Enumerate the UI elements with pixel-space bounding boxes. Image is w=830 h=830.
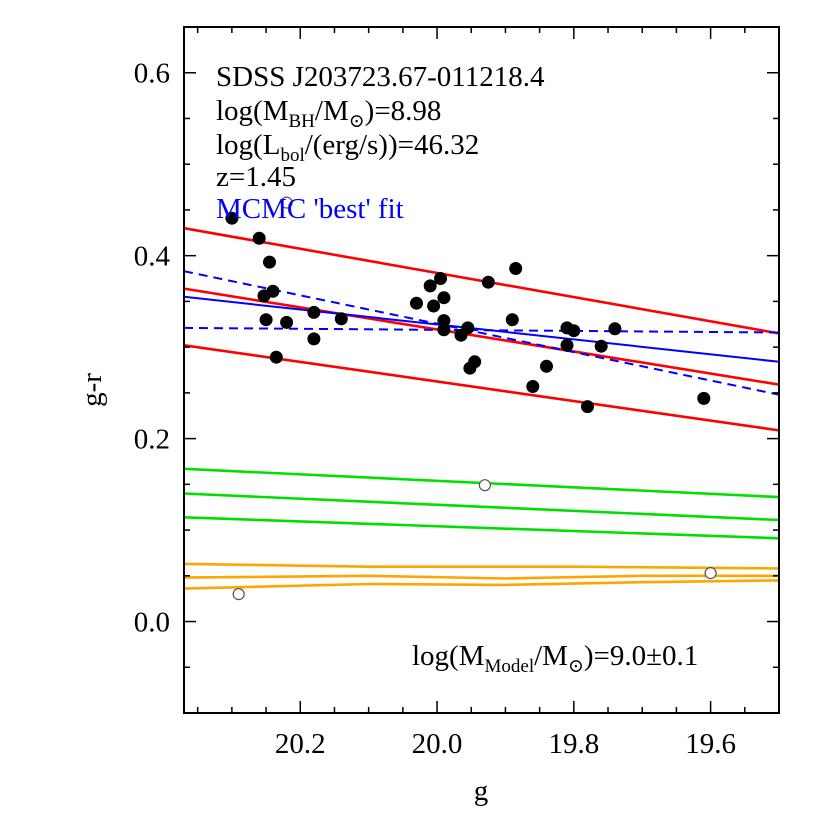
open-point-0 xyxy=(280,196,293,209)
data-point-22 xyxy=(481,275,495,289)
x-tick-label: 20.0 xyxy=(412,728,463,760)
fit-line-blue-dashed-lower xyxy=(184,326,779,334)
redshift-annotation: z=1.45 xyxy=(216,161,296,193)
data-point-10 xyxy=(334,312,348,326)
data-point-33 xyxy=(697,391,711,405)
data-point-26 xyxy=(540,359,553,373)
y-tick-label: 0.2 xyxy=(134,424,170,456)
data-point-5 xyxy=(259,313,273,327)
y-axis-title: g-r xyxy=(76,373,108,407)
data-point-8 xyxy=(307,305,321,319)
fit-line-red-middle xyxy=(184,287,779,386)
fit-line-orange-middle xyxy=(184,574,779,580)
data-point-29 xyxy=(567,324,581,338)
data-point-11 xyxy=(410,296,423,310)
data-point-6 xyxy=(269,350,283,364)
data-point-25 xyxy=(526,380,540,393)
model-mass-annotation: log(MModel/M⊙)=9.0±0.1 xyxy=(412,640,698,677)
y-tick-label: 0.6 xyxy=(134,58,170,90)
x-tick-label: 19.6 xyxy=(685,728,736,760)
open-point-1 xyxy=(478,479,491,492)
y-tick-label: 0.0 xyxy=(134,607,170,639)
x-axis-title: g xyxy=(474,775,489,807)
x-tick-label: 19.8 xyxy=(548,728,599,760)
data-point-14 xyxy=(434,272,447,285)
data-point-28 xyxy=(560,338,574,352)
object-name: SDSS J203723.67-011218.4 xyxy=(216,61,545,93)
y-tick-label: 0.4 xyxy=(134,241,171,273)
data-point-24 xyxy=(505,313,519,327)
data-point-7 xyxy=(280,315,294,329)
plot-frame xyxy=(183,26,780,714)
fit-line-green-lower xyxy=(184,516,779,540)
data-point-13 xyxy=(427,299,441,313)
lbol-annotation: log(Lbol/(erg/s))=46.32 xyxy=(216,129,479,166)
data-point-9 xyxy=(307,332,321,346)
data-point-32 xyxy=(608,322,622,336)
open-point-3 xyxy=(704,566,717,580)
data-point-19 xyxy=(461,321,475,335)
data-point-2 xyxy=(263,255,276,269)
data-point-12 xyxy=(423,279,437,293)
fit-line-red-upper xyxy=(184,226,779,335)
data-point-30 xyxy=(581,400,594,414)
data-point-4 xyxy=(266,284,280,298)
data-point-21 xyxy=(468,355,482,369)
fit-line-red-lower xyxy=(184,344,779,432)
fit-line-blue-dashed-upper xyxy=(184,270,779,396)
data-point-17 xyxy=(437,323,451,337)
mbh-annotation: log(MBH/M⊙)=8.98 xyxy=(216,95,441,132)
x-tick-label: 20.2 xyxy=(275,728,326,760)
fit-line-blue-best-fit xyxy=(184,295,779,363)
mcmc-label: MCMC 'best' fit xyxy=(216,193,404,225)
open-point-2 xyxy=(232,587,245,601)
data-point-31 xyxy=(594,339,608,353)
fit-line-green-middle xyxy=(184,492,779,522)
data-point-15 xyxy=(437,291,451,305)
fit-line-orange-upper xyxy=(184,562,779,570)
fit-line-orange-lower xyxy=(184,579,779,590)
data-point-1 xyxy=(252,231,266,245)
data-point-0 xyxy=(225,211,239,225)
data-point-23 xyxy=(509,262,523,275)
